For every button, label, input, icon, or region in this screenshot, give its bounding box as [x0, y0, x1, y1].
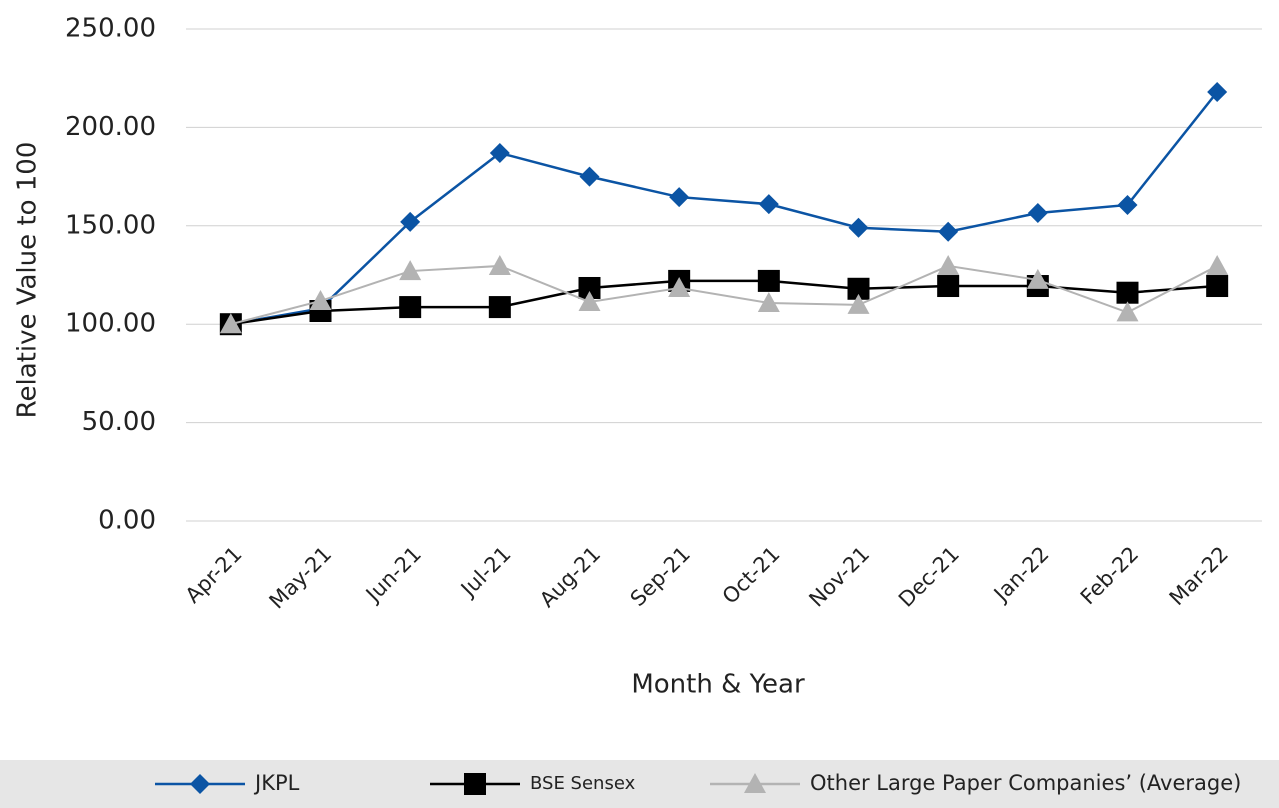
marker [1116, 301, 1139, 322]
marker [937, 275, 960, 298]
marker [578, 290, 601, 311]
series-line [230, 91, 1219, 326]
marker [579, 166, 600, 187]
marker [1117, 194, 1138, 215]
marker [744, 773, 766, 793]
series-line [230, 279, 1218, 326]
legend-label: BSE Sensex [530, 773, 636, 794]
marker [400, 211, 421, 232]
y-tick-label: 250.00 [65, 14, 156, 44]
marker [848, 217, 869, 238]
legend-label: JKPL [253, 771, 300, 795]
marker [668, 276, 691, 297]
marker [758, 194, 779, 215]
marker [190, 774, 210, 794]
marker [938, 221, 959, 242]
marker [1116, 281, 1139, 304]
marker [1027, 203, 1048, 224]
marker [757, 291, 780, 312]
marker [219, 313, 242, 334]
legend-item: JKPL [155, 771, 300, 795]
y-tick-label: 200.00 [65, 112, 156, 142]
marker [669, 187, 690, 208]
y-axis-label: Relative Value to 100 [13, 142, 43, 419]
marker [399, 296, 422, 319]
y-tick-label: 150.00 [65, 210, 156, 240]
marker [464, 773, 486, 795]
legend-item: Other Large Paper Companies’ (Average) [710, 771, 1241, 795]
legend-label: Other Large Paper Companies’ (Average) [810, 771, 1241, 795]
marker [309, 289, 332, 310]
series-line [230, 264, 1218, 326]
marker [489, 142, 510, 163]
x-axis-label: Month & Year [631, 670, 805, 700]
marker [578, 276, 601, 299]
marker [488, 254, 511, 275]
marker [1026, 268, 1049, 289]
marker [1206, 254, 1229, 275]
marker [757, 269, 780, 292]
y-tick-label: 100.00 [65, 309, 156, 339]
marker [847, 277, 870, 300]
marker [488, 296, 511, 319]
marker [937, 254, 960, 275]
legend-item: BSE Sensex [430, 773, 636, 795]
marker [399, 260, 422, 281]
marker [847, 293, 870, 314]
y-tick-label: 50.00 [82, 407, 156, 437]
marker [1207, 81, 1228, 102]
marker [1206, 275, 1229, 298]
y-tick-label: 0.00 [98, 506, 156, 536]
